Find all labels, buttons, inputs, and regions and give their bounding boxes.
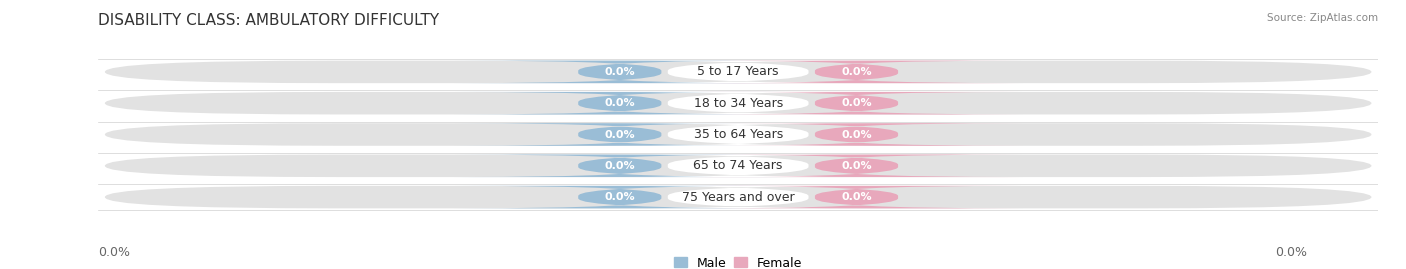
FancyBboxPatch shape (690, 186, 1022, 208)
FancyBboxPatch shape (454, 123, 786, 146)
Text: 0.0%: 0.0% (841, 129, 872, 140)
Text: 0.0%: 0.0% (98, 246, 131, 259)
Text: 35 to 64 Years: 35 to 64 Years (693, 128, 783, 141)
FancyBboxPatch shape (602, 154, 875, 177)
Text: DISABILITY CLASS: AMBULATORY DIFFICULTY: DISABILITY CLASS: AMBULATORY DIFFICULTY (98, 13, 440, 29)
FancyBboxPatch shape (105, 154, 1371, 177)
FancyBboxPatch shape (690, 123, 1022, 146)
FancyBboxPatch shape (690, 61, 1022, 83)
FancyBboxPatch shape (454, 186, 786, 208)
FancyBboxPatch shape (105, 61, 1371, 83)
Text: 0.0%: 0.0% (605, 192, 636, 202)
Text: 18 to 34 Years: 18 to 34 Years (693, 97, 783, 110)
FancyBboxPatch shape (454, 154, 786, 177)
Text: 0.0%: 0.0% (605, 67, 636, 77)
Text: 0.0%: 0.0% (1275, 246, 1308, 259)
FancyBboxPatch shape (690, 154, 1022, 177)
FancyBboxPatch shape (454, 92, 786, 115)
FancyBboxPatch shape (690, 92, 1022, 115)
Text: 0.0%: 0.0% (605, 98, 636, 108)
Text: 0.0%: 0.0% (605, 161, 636, 171)
Text: 0.0%: 0.0% (605, 129, 636, 140)
Text: 0.0%: 0.0% (841, 98, 872, 108)
FancyBboxPatch shape (602, 123, 875, 146)
FancyBboxPatch shape (602, 61, 875, 83)
Legend: Male, Female: Male, Female (669, 252, 807, 269)
Text: 75 Years and over: 75 Years and over (682, 191, 794, 204)
Text: 0.0%: 0.0% (841, 161, 872, 171)
FancyBboxPatch shape (105, 123, 1371, 146)
Text: 5 to 17 Years: 5 to 17 Years (697, 65, 779, 78)
Text: 65 to 74 Years: 65 to 74 Years (693, 159, 783, 172)
FancyBboxPatch shape (602, 92, 875, 115)
FancyBboxPatch shape (602, 186, 875, 208)
FancyBboxPatch shape (105, 92, 1371, 115)
Text: Source: ZipAtlas.com: Source: ZipAtlas.com (1267, 13, 1378, 23)
FancyBboxPatch shape (454, 61, 786, 83)
Text: 0.0%: 0.0% (841, 192, 872, 202)
FancyBboxPatch shape (105, 186, 1371, 208)
Text: 0.0%: 0.0% (841, 67, 872, 77)
